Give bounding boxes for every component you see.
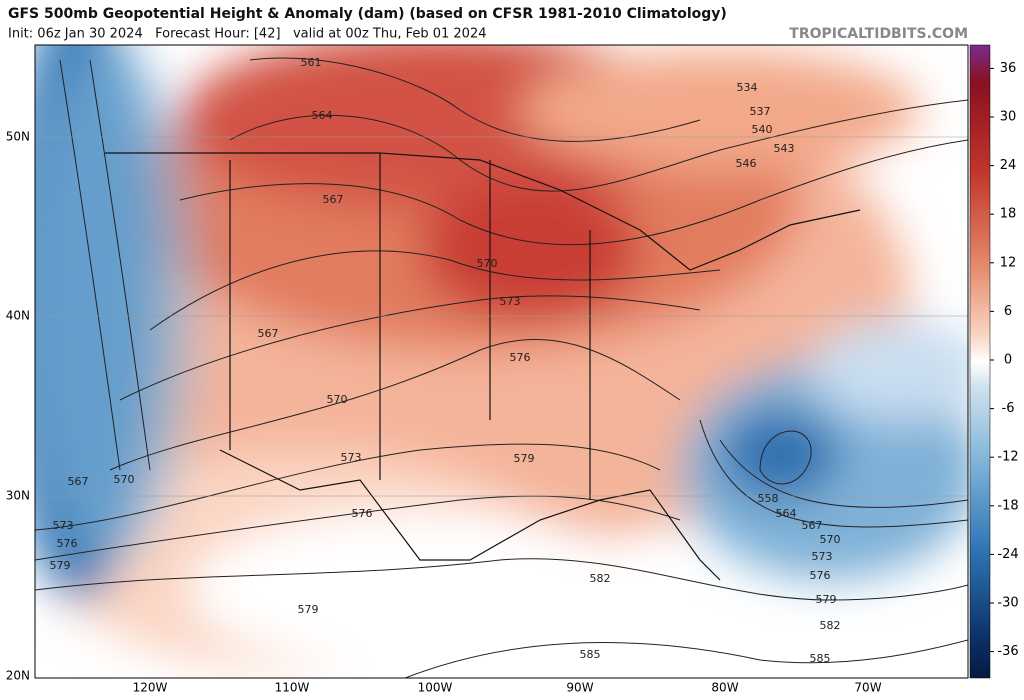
colorbar-tick-label: 18 [1000,207,1017,222]
borders [105,152,861,581]
latitude-label: 40N [6,309,30,323]
contour-label: 567 [258,327,279,340]
contour-label: 564 [312,109,333,122]
contour-label: 564 [776,507,797,520]
contour-label: 570 [820,533,841,546]
contour-label: 573 [341,451,362,464]
contour-label: 567 [802,519,823,532]
contour-label: 582 [590,572,611,585]
latitude-label: 20N [6,669,30,683]
longitude-label: 90W [566,681,593,695]
anomaly-shading [35,45,968,670]
title: GFS 500mb Geopotential Height & Anomaly … [8,6,727,22]
contour-label: 567 [68,475,89,488]
contour-label: 537 [750,105,771,118]
colorbar-tick-label: 36 [1000,61,1017,76]
height-contours [35,57,968,678]
map-frame [34,44,969,679]
colorbar-tick-label: 0 [1004,353,1012,368]
graticule [35,136,968,497]
contour-label: 576 [352,507,373,520]
contour-label: 570 [327,393,348,406]
contour-label: 579 [50,559,71,572]
colorbar-tick-label: 24 [1000,158,1017,173]
contour-label: 567 [323,193,344,206]
contour-label: 579 [298,603,319,616]
latitude-label: 50N [6,130,30,144]
longitude-label: 120W [133,681,168,695]
colorbar-tick-label: -30 [997,596,1018,611]
longitude-label: 100W [418,681,453,695]
longitude-label: 70W [854,681,881,695]
colorbar-tick-label: -24 [997,547,1018,562]
colorbar [969,44,991,679]
contour-label: 582 [820,619,841,632]
contour-label: 534 [737,81,758,94]
colorbar-tick-label: 12 [1000,255,1017,270]
contour-label: 579 [816,593,837,606]
longitude-label: 110W [275,681,310,695]
contour-label: 573 [812,550,833,563]
contour-label: 561 [301,56,322,69]
longitude-label: 80W [711,681,738,695]
contour-label: 570 [114,473,135,486]
colorbar-tick-label: -6 [1002,401,1015,416]
colorbar-tick-label: -12 [997,450,1018,465]
watermark: TROPICALTIDBITS.COM [789,26,968,42]
contour-label: 576 [57,537,78,550]
subtitle: Init: 06z Jan 30 2024 Forecast Hour: [42… [8,27,487,42]
contour-label: 543 [774,142,795,155]
colorbar-tick-label: 30 [1000,110,1017,125]
contour-label: 576 [810,569,831,582]
contour-label: 573 [53,519,74,532]
contour-label: 585 [580,648,601,661]
contour-label: 576 [510,351,531,364]
colorbar-tick-label: -36 [997,644,1018,659]
latitude-label: 30N [6,489,30,503]
contour-label: 546 [736,157,757,170]
contour-label: 573 [500,295,521,308]
contour-label: 558 [758,492,779,505]
contour-label: 585 [810,652,831,665]
contour-label: 570 [477,257,498,270]
contour-label: 540 [752,123,773,136]
contour-label: 579 [514,452,535,465]
colorbar-tick-label: 6 [1004,304,1012,319]
colorbar-tick-label: -18 [997,498,1018,513]
